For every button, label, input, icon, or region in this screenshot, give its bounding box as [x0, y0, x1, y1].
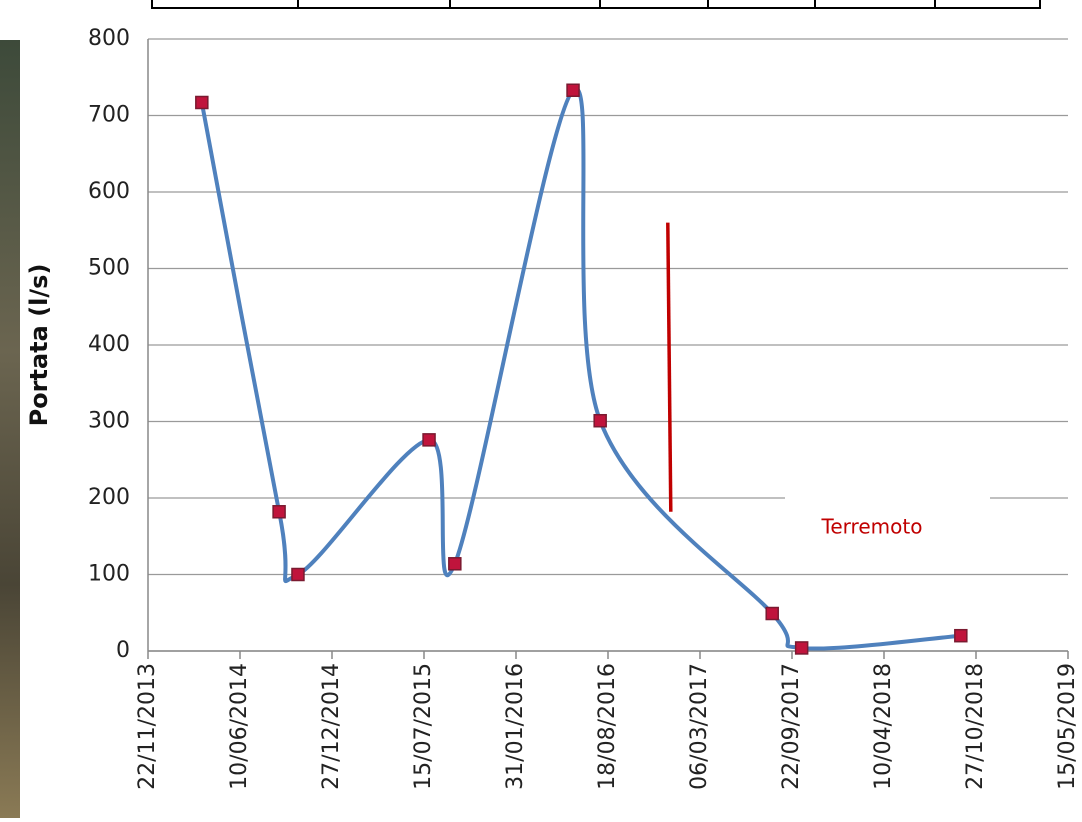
x-tick-label: 10/06/2014 [227, 663, 252, 790]
x-tick-label: 15/07/2015 [411, 663, 436, 790]
x-tick-label: 18/08/2016 [595, 663, 620, 790]
data-line [199, 86, 961, 651]
y-tick-label: 700 [88, 103, 130, 128]
annotation-line [666, 222, 673, 512]
data-marker [422, 433, 436, 447]
y-tick-label: 500 [88, 256, 130, 281]
x-tick-label: 10/04/2018 [871, 663, 896, 790]
x-tick-label: 15/05/2019 [1055, 663, 1080, 790]
x-tick-label: 22/11/2013 [135, 663, 160, 790]
y-tick-label: 300 [88, 409, 130, 434]
data-marker [794, 641, 809, 655]
y-tick-label: 200 [88, 485, 130, 510]
data-marker [765, 606, 779, 621]
x-tick-label: 27/12/2014 [319, 663, 344, 790]
y-tick-label: 100 [88, 562, 130, 587]
x-tick-label: 06/03/2017 [687, 663, 712, 790]
data-marker [272, 505, 286, 519]
y-axis-label: Portata (l/s) [25, 264, 53, 427]
x-tick-label: 31/01/2016 [503, 663, 528, 790]
data-marker [593, 413, 607, 428]
data-marker [195, 95, 209, 110]
x-tick-label: 27/10/2018 [963, 663, 988, 790]
background-photo [0, 40, 20, 818]
data-marker [954, 628, 968, 643]
annotation-box [785, 494, 990, 554]
top-table-fragment [151, 0, 1041, 9]
y-tick-label: 600 [88, 179, 130, 204]
y-tick-label: 0 [116, 638, 130, 663]
y-tick-label: 800 [88, 26, 130, 51]
data-marker [566, 83, 580, 98]
data-marker [448, 557, 462, 571]
annotation-text: Terremoto [821, 515, 923, 539]
x-tick-label: 22/09/2017 [779, 663, 804, 790]
y-tick-label: 400 [88, 332, 130, 357]
data-marker [291, 567, 305, 582]
